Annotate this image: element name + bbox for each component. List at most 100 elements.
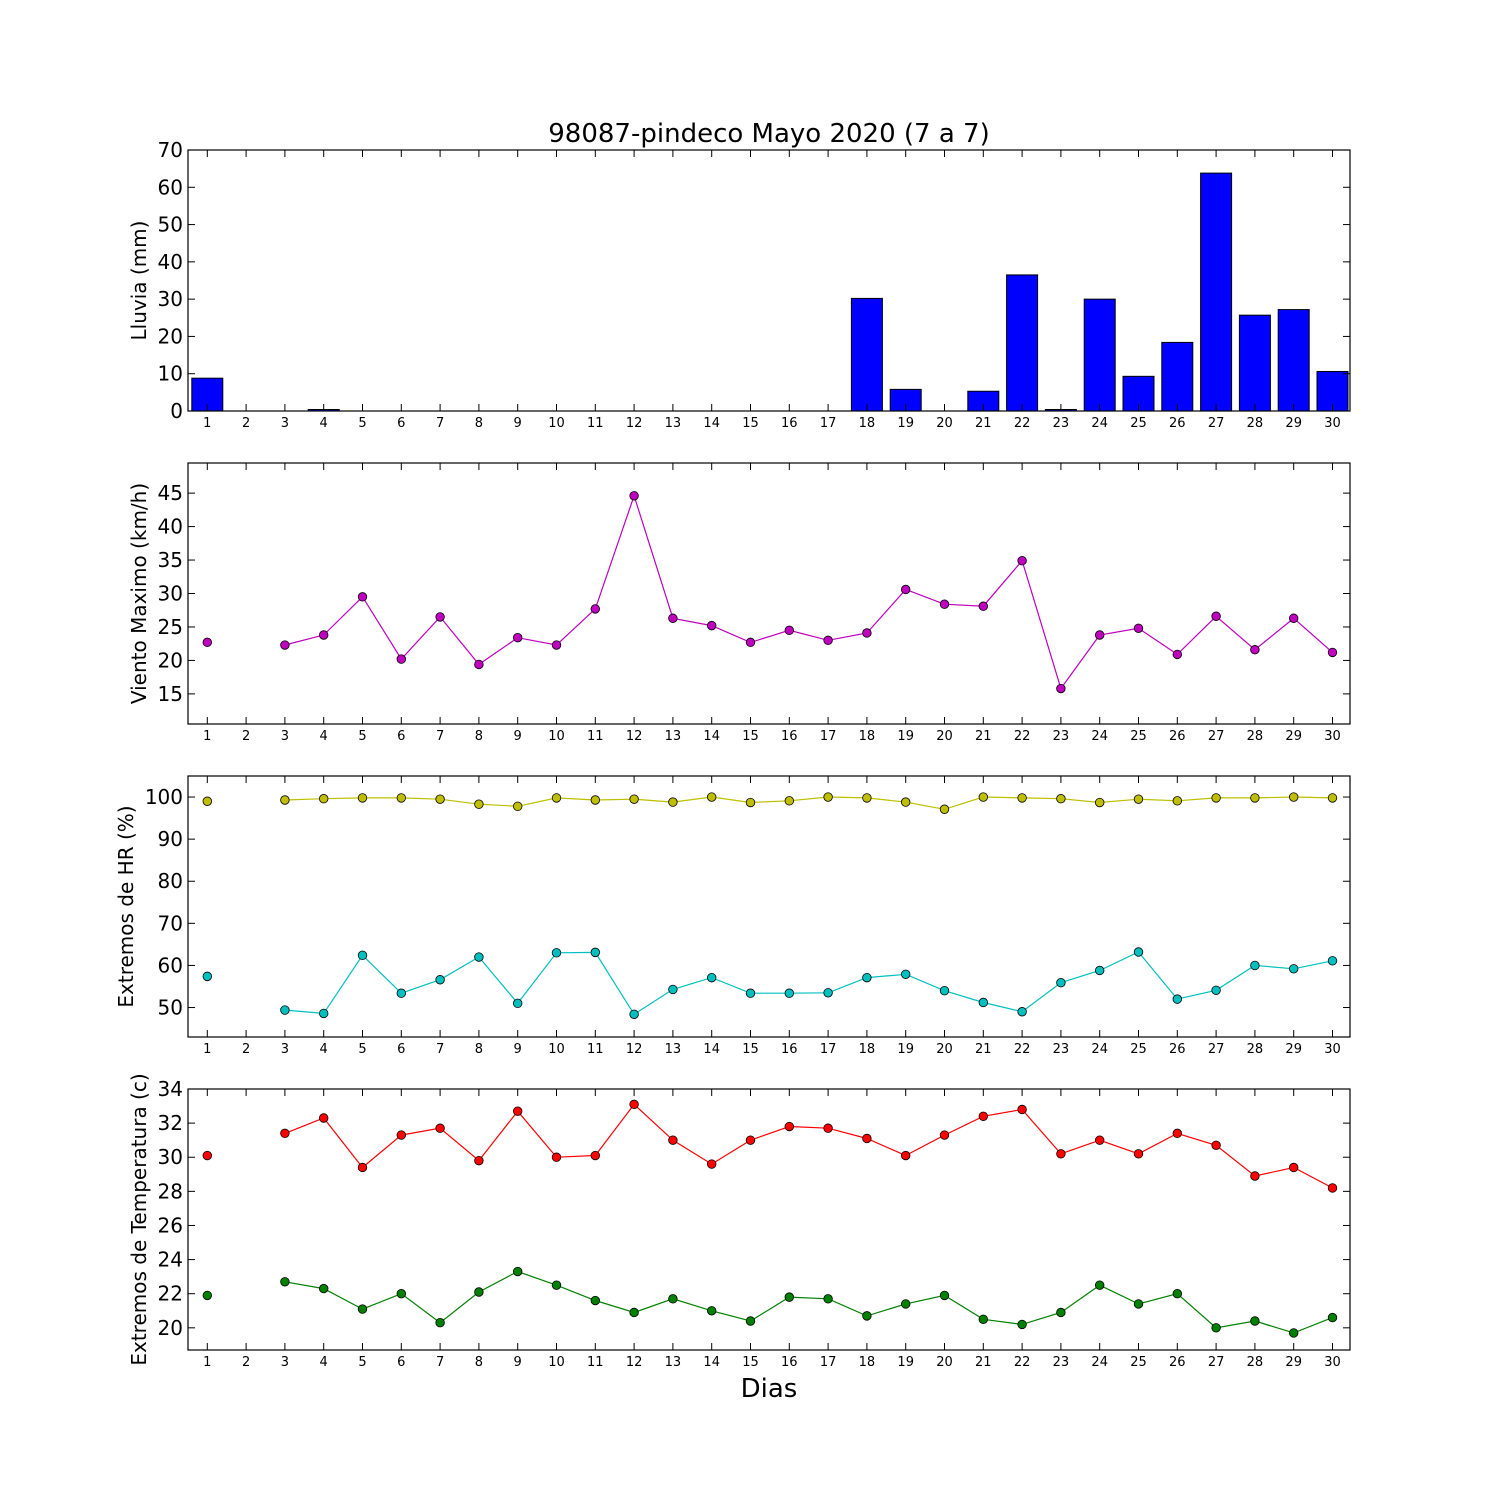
point-wind-0-day-1	[202, 637, 213, 648]
x-tick-label-wind-14: 14	[703, 729, 720, 744]
point-hr-1-day-5	[357, 950, 368, 961]
x-tick-label-hr-25: 25	[1130, 1042, 1147, 1057]
x-tick-label-temp-29: 29	[1285, 1355, 1302, 1370]
point-temp-0-day-28	[1250, 1171, 1260, 1181]
point-temp-0-day-22	[1017, 1104, 1027, 1115]
point-temp-0-day-23	[1056, 1149, 1066, 1159]
point-hr-1-day-16	[784, 988, 795, 998]
x-tick-label-wind-30: 30	[1324, 729, 1341, 744]
point-temp-1-day-9	[513, 1266, 523, 1277]
point-wind-0-day-8	[474, 659, 484, 670]
point-temp-1-day-1	[202, 1290, 213, 1301]
x-tick-label-rain-23: 23	[1053, 416, 1070, 431]
x-tick-label-rain-26: 26	[1169, 416, 1186, 431]
point-hr-0-day-4	[319, 794, 329, 804]
bar-day-26	[1161, 341, 1194, 412]
point-hr-0-day-25	[1133, 794, 1144, 804]
point-temp-0-day-24	[1094, 1135, 1105, 1145]
y-tick-label-wind-30: 30	[158, 582, 183, 606]
point-hr-0-day-28	[1250, 793, 1260, 803]
x-tick-label-wind-15: 15	[742, 729, 759, 744]
point-hr-1-day-18	[862, 972, 872, 983]
x-axis-label: Dias	[741, 1374, 798, 1404]
point-wind-0-day-11	[590, 604, 601, 614]
x-tick-label-temp-9: 9	[514, 1355, 522, 1370]
x-tick-label-rain-18: 18	[859, 416, 876, 431]
point-hr-0-day-17	[823, 792, 833, 802]
x-tick-label-wind-11: 11	[587, 729, 604, 744]
x-tick-label-rain-2: 2	[242, 416, 250, 431]
point-wind-0-day-13	[668, 613, 678, 623]
x-tick-label-hr-20: 20	[936, 1042, 953, 1057]
point-wind-0-day-22	[1017, 556, 1027, 566]
point-wind-0-day-15	[745, 637, 756, 648]
x-tick-label-hr-10: 10	[548, 1042, 565, 1057]
point-temp-0-day-18	[862, 1133, 872, 1144]
y-tick-label-wind-25: 25	[158, 615, 183, 639]
x-tick-label-temp-5: 5	[358, 1355, 366, 1370]
point-hr-0-day-19	[901, 797, 911, 807]
point-hr-1-day-29	[1288, 964, 1299, 974]
y-tick-label-hr-80: 80	[158, 869, 183, 893]
point-temp-0-day-6	[396, 1130, 407, 1140]
point-temp-1-day-24	[1094, 1280, 1105, 1290]
x-tick-label-rain-7: 7	[436, 416, 444, 431]
point-hr-1-day-8	[474, 952, 484, 962]
point-hr-1-day-30	[1327, 956, 1338, 966]
x-tick-label-hr-7: 7	[436, 1042, 444, 1057]
point-temp-0-day-21	[978, 1111, 989, 1121]
point-hr-1-day-14	[707, 972, 717, 983]
point-temp-0-day-5	[357, 1162, 368, 1173]
x-tick-label-wind-29: 29	[1285, 729, 1302, 744]
x-tick-label-temp-16: 16	[781, 1355, 798, 1370]
x-tick-label-rain-25: 25	[1130, 416, 1147, 431]
x-tick-label-hr-8: 8	[475, 1042, 483, 1057]
bar-day-27	[1200, 172, 1233, 412]
x-tick-label-wind-25: 25	[1130, 729, 1147, 744]
point-hr-0-day-13	[668, 797, 678, 807]
point-hr-1-day-21	[978, 997, 989, 1008]
x-tick-label-rain-15: 15	[742, 416, 759, 431]
x-tick-label-wind-23: 23	[1053, 729, 1070, 744]
y-tick-label-rain-20: 20	[158, 324, 183, 348]
point-hr-0-day-21	[978, 792, 989, 802]
y-tick-label-rain-50: 50	[158, 213, 183, 237]
x-tick-label-temp-25: 25	[1130, 1355, 1147, 1370]
x-tick-label-rain-5: 5	[358, 416, 366, 431]
point-hr-0-day-22	[1017, 793, 1027, 803]
series-line-temp-0	[284, 1103, 1333, 1189]
x-tick-label-hr-26: 26	[1169, 1042, 1186, 1057]
x-tick-label-rain-29: 29	[1285, 416, 1302, 431]
point-temp-0-day-16	[784, 1121, 795, 1132]
y-tick-label-temp-32: 32	[158, 1111, 183, 1135]
point-wind-0-day-28	[1250, 645, 1260, 655]
point-hr-0-day-3	[280, 795, 290, 805]
point-wind-0-day-12	[629, 491, 639, 501]
x-tick-label-temp-28: 28	[1247, 1355, 1264, 1370]
bar-day-28	[1238, 314, 1271, 412]
point-hr-0-day-11	[590, 795, 601, 805]
x-tick-label-wind-24: 24	[1091, 729, 1108, 744]
y-tick-label-rain-40: 40	[158, 250, 183, 274]
point-temp-0-day-11	[590, 1150, 601, 1161]
x-tick-label-hr-30: 30	[1324, 1042, 1341, 1057]
y-tick-label-hr-70: 70	[158, 911, 183, 935]
point-hr-0-day-8	[474, 799, 484, 809]
point-temp-1-day-20	[939, 1290, 950, 1301]
x-tick-label-temp-4: 4	[320, 1355, 328, 1370]
point-temp-0-day-29	[1288, 1162, 1299, 1173]
point-hr-0-day-27	[1211, 793, 1221, 803]
y-tick-label-wind-45: 45	[158, 481, 183, 505]
point-hr-0-day-30	[1327, 793, 1338, 803]
x-tick-label-temp-30: 30	[1324, 1355, 1341, 1370]
point-temp-1-day-28	[1250, 1316, 1260, 1326]
x-tick-label-temp-15: 15	[742, 1355, 759, 1370]
x-tick-label-rain-24: 24	[1091, 416, 1108, 431]
y-tick-label-temp-34: 34	[158, 1077, 183, 1101]
y-tick-label-temp-22: 22	[158, 1282, 183, 1306]
series-line-temp-1	[284, 1270, 1333, 1334]
y-tick-label-rain-10: 10	[158, 362, 183, 386]
point-hr-0-day-9	[513, 801, 523, 812]
point-hr-1-day-6	[396, 988, 407, 998]
point-hr-1-day-7	[435, 975, 445, 985]
